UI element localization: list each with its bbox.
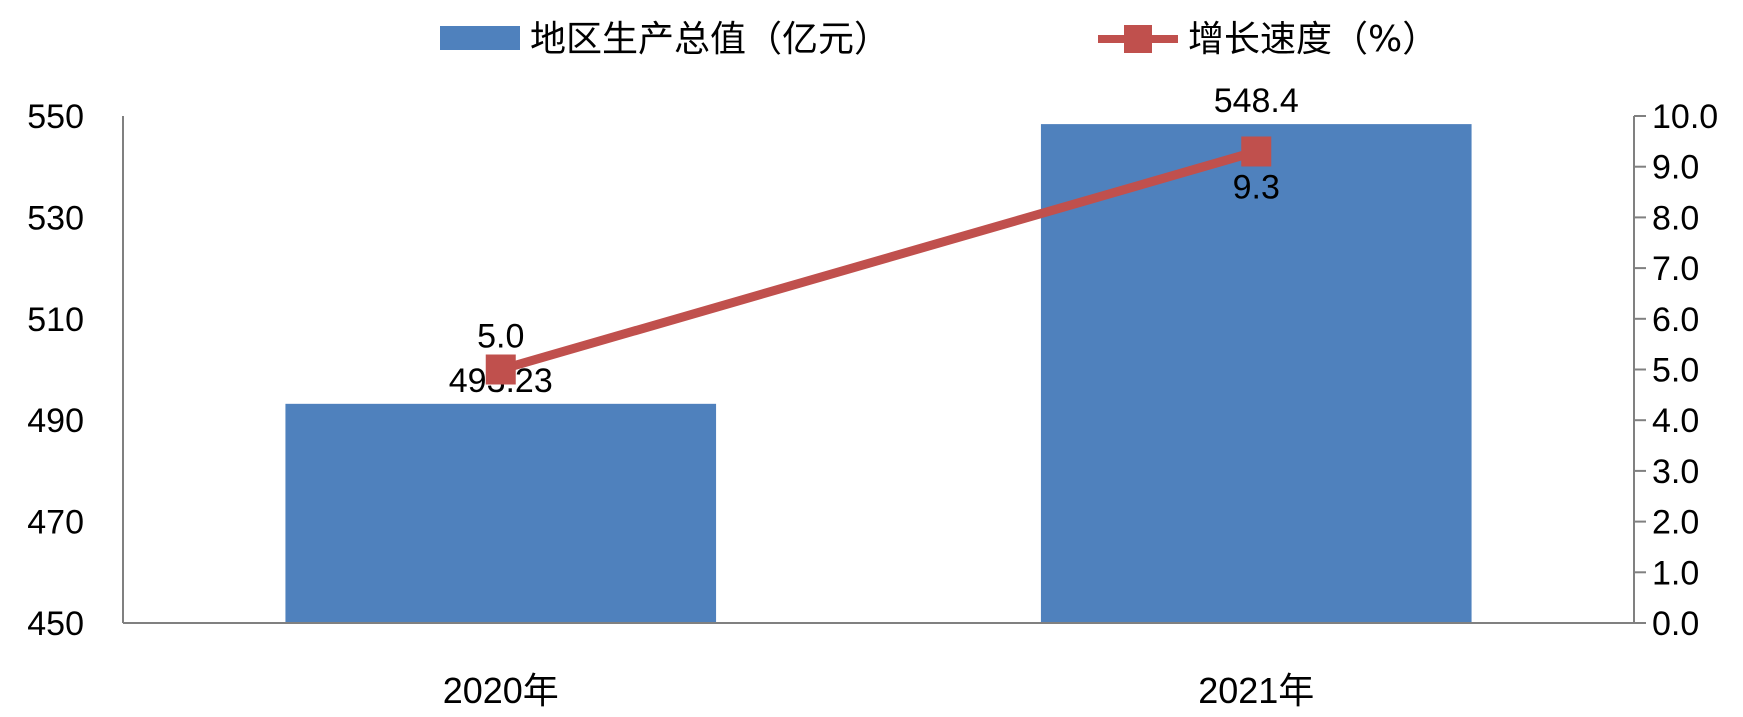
bar: [285, 403, 717, 623]
left-tick-label: 550: [27, 98, 84, 136]
bar-series: 493.23548.4: [285, 82, 1472, 623]
right-axis-ticks: 0.0 1.0 2.0 3.0 4.0 5.0 6.0 7.0 8.0 9.0 10.0: [1634, 98, 1718, 643]
right-tick-label: 0.0: [1652, 605, 1699, 643]
legend: 地区生产总值（亿元） 增长速度（%）: [440, 19, 1438, 60]
left-tick-label: 470: [27, 504, 84, 542]
right-tick-label: 7.0: [1652, 250, 1699, 288]
left-tick-label: 450: [27, 605, 84, 643]
line-data-label: 9.3: [1233, 168, 1280, 206]
line-point: [1241, 136, 1272, 167]
right-tick-label: 3.0: [1652, 453, 1699, 491]
left-tick-label: 510: [27, 301, 84, 339]
right-tick-label: 10.0: [1652, 98, 1718, 136]
right-tick-label: 2.0: [1652, 504, 1699, 542]
right-tick-label: 5.0: [1652, 352, 1699, 390]
right-tick-label: 4.0: [1652, 402, 1699, 440]
category-label: 2020年: [443, 670, 559, 711]
legend-line-label: 增长速度（%）: [1188, 19, 1438, 60]
category-labels: 2020年 2021年: [443, 670, 1315, 711]
bar: [1040, 124, 1472, 623]
left-tick-label: 530: [27, 199, 84, 237]
left-tick-label: 490: [27, 402, 84, 440]
series-line: [499, 147, 1258, 374]
legend-bar-label: 地区生产总值（亿元）: [530, 19, 890, 60]
axes: [122, 116, 1635, 624]
legend-line-marker: [1124, 25, 1152, 53]
right-tick-label: 1.0: [1652, 554, 1699, 592]
line-point: [485, 354, 516, 385]
right-tick-label: 6.0: [1652, 301, 1699, 339]
line-data-label: 5.0: [477, 318, 524, 356]
legend-bar-swatch: [440, 26, 520, 50]
bar-data-label: 548.4: [1214, 82, 1299, 120]
right-tick-label: 8.0: [1652, 199, 1699, 237]
line-series: 5.0 9.3: [477, 136, 1280, 385]
right-tick-label: 9.0: [1652, 149, 1699, 187]
category-label: 2021年: [1198, 670, 1314, 711]
left-axis-ticks: 450 470 490 510 530 550: [27, 98, 84, 643]
